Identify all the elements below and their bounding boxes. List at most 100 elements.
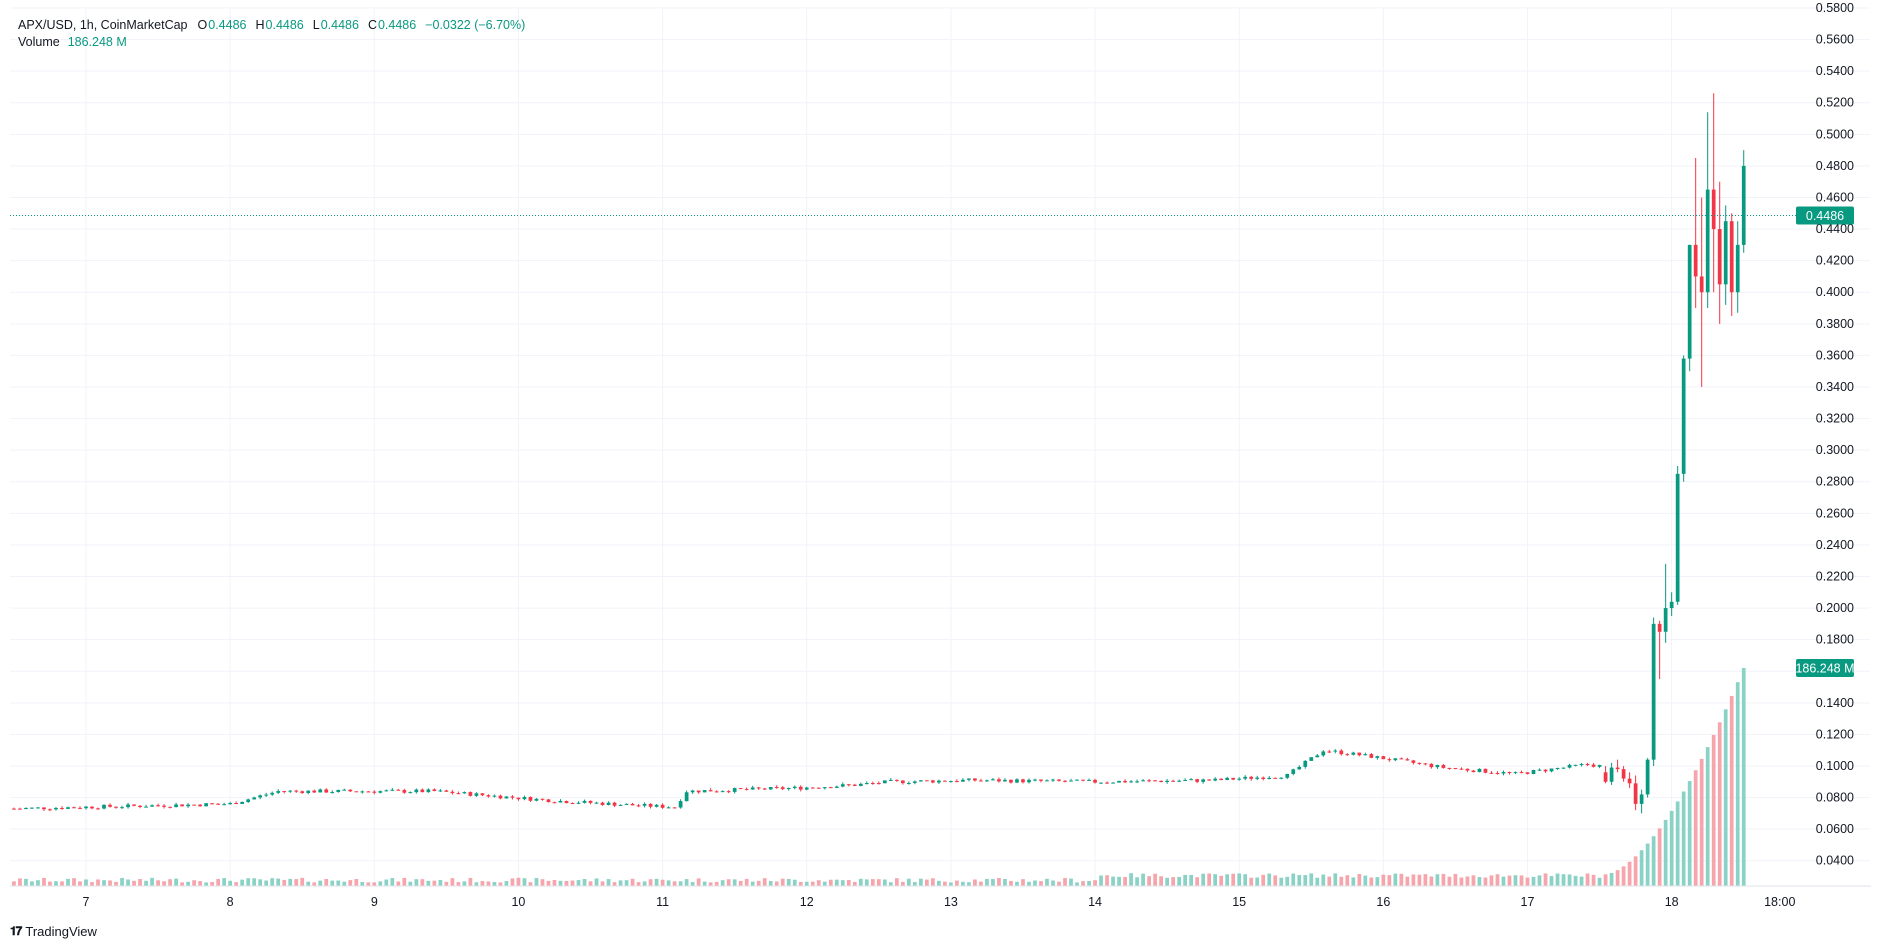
volume-bar	[414, 879, 419, 886]
candle-body	[1663, 608, 1668, 632]
volume-bar	[1351, 877, 1356, 886]
candle-body	[1501, 772, 1506, 774]
volume-bar	[943, 881, 947, 886]
candle-body	[1549, 768, 1554, 772]
candle-body	[426, 789, 431, 793]
volume-bar	[516, 877, 521, 886]
volume-bar	[937, 880, 941, 886]
candle-body	[1381, 756, 1386, 760]
x-tick-label: 11	[656, 895, 669, 909]
volume-bar	[1729, 695, 1734, 886]
volume-bar	[474, 882, 479, 886]
y-tick-label: 0.5600	[1816, 33, 1854, 47]
volume-bar	[1483, 877, 1488, 886]
candle-body	[300, 791, 305, 794]
candle-body	[1645, 759, 1650, 795]
volume-bar	[540, 879, 545, 886]
candle-body	[1735, 244, 1740, 293]
volume-bar	[222, 878, 227, 886]
volume-bar	[864, 879, 869, 886]
candle-body	[1579, 764, 1584, 766]
volume-bar	[1135, 877, 1139, 886]
candle-body	[1393, 758, 1398, 761]
volume-bar	[174, 878, 178, 886]
volume-bar	[1129, 873, 1133, 886]
volume-bar	[1039, 881, 1043, 886]
volume-bar	[1165, 877, 1169, 886]
volume-bar	[24, 878, 28, 886]
volume-bar	[300, 877, 305, 886]
volume-bar	[390, 878, 395, 886]
y-tick-label: 0.4200	[1816, 254, 1854, 268]
candle-body	[348, 789, 353, 792]
candle-body	[750, 787, 755, 790]
candle-body	[546, 799, 551, 803]
x-tick-label: 10	[511, 895, 525, 909]
volume-bar	[72, 878, 76, 886]
candle-body	[1711, 189, 1716, 230]
candle-body	[1225, 777, 1230, 780]
candlesticks	[12, 93, 1746, 814]
x-tick-label: 9	[371, 895, 378, 909]
volume-bar	[1303, 875, 1308, 886]
candle-body	[336, 789, 341, 793]
candle-body	[570, 803, 575, 805]
candle-body	[1333, 750, 1338, 752]
candle-body	[1429, 763, 1434, 768]
candle-body	[312, 790, 317, 793]
candle-body	[906, 782, 911, 784]
candle-body	[967, 778, 971, 780]
candle-body	[228, 803, 233, 805]
candle-body	[516, 797, 521, 800]
low-value: 0.4486	[320, 18, 359, 32]
candle-body	[450, 791, 455, 794]
volume-bar	[1087, 881, 1091, 886]
candle-body	[540, 798, 545, 800]
volume-bar	[991, 879, 995, 886]
candle-body	[438, 790, 443, 792]
volume-bar	[1639, 850, 1644, 886]
candle-body	[486, 795, 491, 797]
candle-body	[1273, 777, 1278, 779]
volume-bar	[979, 881, 983, 886]
volume-bar	[264, 880, 269, 886]
volume-bar	[1417, 874, 1422, 886]
volume-bar	[1675, 801, 1680, 886]
high-label: H	[255, 18, 265, 32]
volume-bar	[636, 882, 641, 886]
candle-body	[937, 780, 941, 783]
time-axis[interactable]: 7 8 9 10 11 12 13 14 15 16 17 18 18:00	[10, 885, 1871, 909]
volume-bar	[1489, 875, 1494, 886]
candle-body	[804, 787, 809, 790]
candle-body	[1093, 779, 1097, 783]
candle-body	[1639, 794, 1644, 804]
tradingview-branding[interactable]: 𝟏𝟕 TradingView	[10, 924, 97, 939]
candle-body	[1189, 779, 1194, 781]
candle-body	[949, 781, 953, 783]
symbol-title[interactable]: APX/USD, 1h, CoinMarketCap	[18, 18, 188, 32]
volume-bar	[961, 881, 965, 886]
candle-body	[342, 789, 347, 791]
x-tick-label: 18:00	[1764, 895, 1795, 909]
candle-body	[792, 786, 797, 789]
volume-bar	[1381, 874, 1386, 886]
volume-bar	[342, 881, 347, 886]
volume-bar	[420, 879, 425, 886]
candle-body	[1591, 764, 1596, 767]
candle-body	[576, 802, 581, 804]
volume-bar	[768, 881, 773, 886]
volume-bar	[66, 878, 70, 886]
y-tick-label: 0.2600	[1816, 506, 1854, 520]
volume-bar	[306, 881, 311, 886]
volume-bar	[642, 881, 647, 886]
volume-bar	[1297, 875, 1302, 886]
volume-bar	[738, 880, 743, 886]
volume-bar	[528, 882, 533, 886]
volume-bars	[12, 668, 1746, 886]
candle-body	[1399, 758, 1404, 760]
volume-label[interactable]: Volume	[18, 35, 60, 49]
volume-bar	[726, 879, 731, 886]
price-axis[interactable]: 0.04000.06000.08000.10000.12000.14000.16…	[1816, 1, 1854, 868]
volume-bar	[216, 878, 220, 886]
